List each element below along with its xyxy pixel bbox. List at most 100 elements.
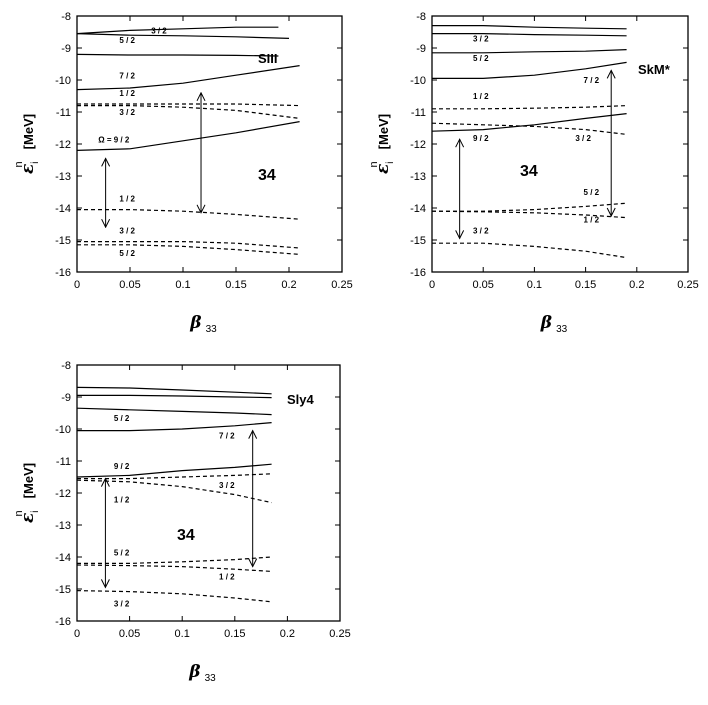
x-tick-label: 0.25 bbox=[677, 279, 698, 291]
y-axis-superscript: n bbox=[13, 161, 25, 167]
level-label: 5 / 2 bbox=[584, 188, 600, 197]
x-tick-label: 0.15 bbox=[224, 628, 245, 640]
level-label: 3 / 2 bbox=[151, 27, 167, 36]
y-tick-label: -15 bbox=[410, 235, 426, 247]
level-line bbox=[76, 121, 300, 151]
level-label: Ω = 9 / 2 bbox=[98, 135, 130, 144]
level-line bbox=[432, 49, 627, 54]
x-tick-label: 0.05 bbox=[472, 279, 493, 291]
y-tick-label: -13 bbox=[55, 520, 71, 532]
x-axis-label: β 33 bbox=[189, 313, 217, 335]
level-label: 5 / 2 bbox=[114, 414, 130, 423]
y-axis-symbol: ε bbox=[18, 513, 38, 523]
level-label: 7 / 2 bbox=[584, 76, 600, 85]
x-tick-label: 0.2 bbox=[629, 279, 644, 291]
y-axis-superscript: n bbox=[13, 510, 25, 516]
level-line bbox=[76, 65, 300, 91]
panel-label: SIII bbox=[258, 51, 278, 66]
x-tick-label: 0.15 bbox=[575, 279, 596, 291]
level-label: 3 / 2 bbox=[473, 35, 489, 44]
level-line bbox=[76, 590, 272, 603]
x-tick-label: 0.1 bbox=[175, 279, 190, 291]
chart-panel-1: -8 -9 -10 -11 -12 -13 -14 -15 -160 0.05 0.1 0.15 0.2… bbox=[13, 11, 353, 335]
level-label: 3 / 2 bbox=[219, 481, 235, 490]
x-tick-label: 0.25 bbox=[329, 628, 350, 640]
y-tick-label: -8 bbox=[61, 11, 71, 23]
level-label: 7 / 2 bbox=[119, 71, 135, 80]
level-line bbox=[432, 105, 627, 110]
y-axis-label: εi n [MeV] bbox=[368, 114, 396, 174]
level-label: 1 / 2 bbox=[219, 572, 235, 581]
level-line bbox=[76, 564, 272, 572]
level-line bbox=[76, 407, 272, 416]
level-label: 1 / 2 bbox=[114, 496, 130, 505]
level-label: 3 / 2 bbox=[119, 108, 135, 117]
y-axis-subscript: i bbox=[30, 161, 41, 163]
level-label: 5 / 2 bbox=[473, 54, 489, 63]
y-tick-label: -16 bbox=[55, 616, 71, 628]
x-axis-symbol: β bbox=[189, 313, 201, 333]
panel-label: SkM* bbox=[638, 62, 671, 77]
y-tick-label: -9 bbox=[61, 43, 71, 55]
chart-panel-2: -8 -9 -10 -11 -12 -13 -14 -15 -160 0.05 0.1 0.15 0.2… bbox=[368, 11, 699, 335]
y-axis-unit: [MeV] bbox=[21, 463, 36, 498]
x-tick-label: 0.1 bbox=[175, 628, 190, 640]
level-line bbox=[432, 61, 627, 80]
y-axis-unit: [MeV] bbox=[21, 114, 36, 149]
x-axis-subscript: 33 bbox=[206, 324, 218, 335]
y-tick-label: -11 bbox=[56, 107, 71, 119]
mass-label: 34 bbox=[258, 167, 276, 184]
y-tick-label: -14 bbox=[55, 203, 71, 215]
level-label: 3 / 2 bbox=[473, 227, 489, 236]
y-tick-label: -8 bbox=[61, 360, 71, 372]
level-label: 7 / 2 bbox=[219, 432, 235, 441]
x-axis-label: β 33 bbox=[540, 313, 568, 335]
y-tick-label: -12 bbox=[55, 488, 71, 500]
y-axis-subscript: i bbox=[30, 510, 41, 512]
level-line bbox=[77, 209, 300, 220]
y-tick-label: -10 bbox=[55, 424, 71, 436]
level-label: 1 / 2 bbox=[119, 195, 135, 204]
level-line bbox=[77, 556, 272, 565]
level-label: 3 / 2 bbox=[575, 134, 591, 143]
y-tick-label: -9 bbox=[61, 392, 71, 404]
x-axis-subscript: 33 bbox=[205, 673, 217, 684]
x-tick-label: 0 bbox=[74, 279, 80, 291]
level-line bbox=[431, 113, 627, 132]
level-line bbox=[76, 26, 279, 35]
y-axis-unit: [MeV] bbox=[376, 114, 391, 149]
level-line bbox=[77, 244, 300, 255]
level-line bbox=[77, 104, 300, 119]
y-tick-label: -13 bbox=[55, 171, 71, 183]
y-tick-label: -15 bbox=[55, 584, 71, 596]
level-label: 9 / 2 bbox=[473, 134, 489, 143]
x-tick-label: 0.05 bbox=[119, 279, 140, 291]
level-line bbox=[432, 25, 627, 30]
x-tick-label: 0.15 bbox=[225, 279, 246, 291]
level-line bbox=[77, 103, 300, 107]
level-label: 3 / 2 bbox=[119, 227, 135, 236]
level-label: 1 / 2 bbox=[473, 92, 489, 101]
level-line bbox=[77, 394, 272, 399]
x-tick-label: 0.2 bbox=[281, 279, 296, 291]
level-line bbox=[77, 422, 272, 432]
panel-label: Sly4 bbox=[287, 392, 315, 407]
level-line bbox=[77, 241, 300, 249]
level-label: 5 / 2 bbox=[119, 249, 135, 258]
y-tick-label: -12 bbox=[55, 139, 71, 151]
x-axis-symbol: β bbox=[188, 662, 200, 682]
level-label: 3 / 2 bbox=[114, 600, 130, 609]
y-axis-symbol: ε bbox=[373, 164, 393, 174]
y-tick-label: -11 bbox=[411, 107, 426, 119]
y-tick-label: -14 bbox=[55, 552, 71, 564]
level-label: 1 / 2 bbox=[584, 215, 600, 224]
y-axis-label: εi n [MeV] bbox=[13, 463, 41, 523]
y-axis-superscript: n bbox=[368, 161, 380, 167]
level-line bbox=[432, 242, 627, 259]
x-tick-label: 0 bbox=[74, 628, 80, 640]
x-tick-label: 0.25 bbox=[331, 279, 352, 291]
level-label: 9 / 2 bbox=[114, 462, 130, 471]
x-axis-subscript: 33 bbox=[556, 324, 568, 335]
level-line bbox=[76, 33, 290, 39]
